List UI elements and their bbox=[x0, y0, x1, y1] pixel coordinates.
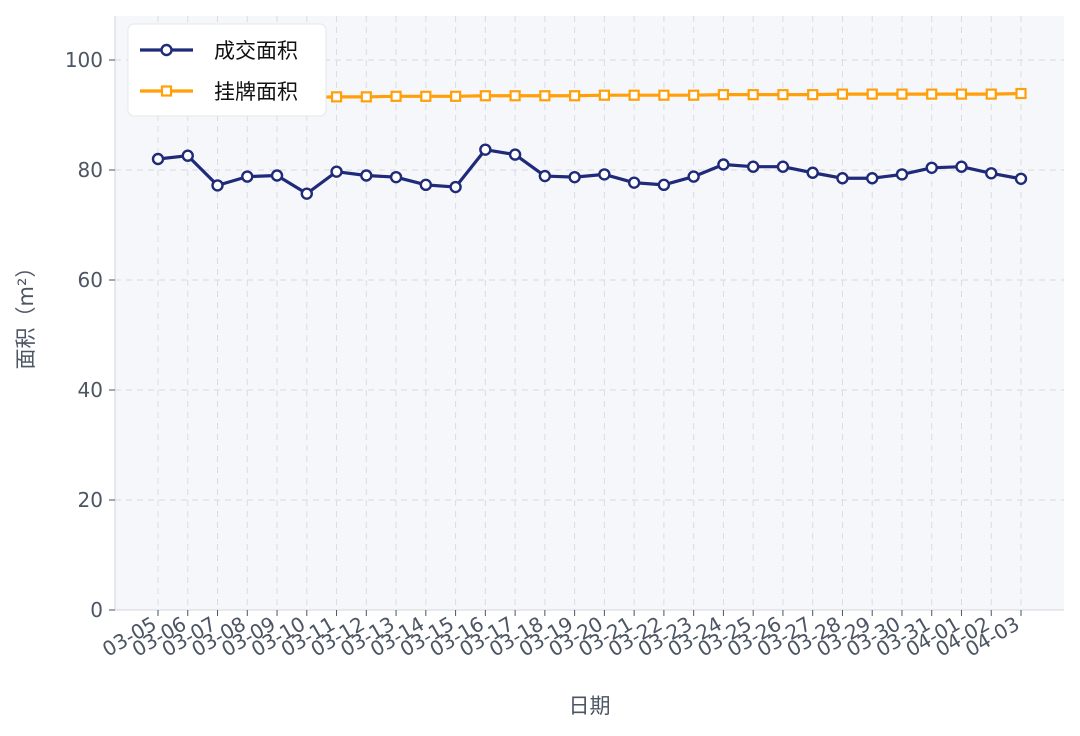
data-point bbox=[866, 88, 878, 100]
data-point bbox=[747, 89, 759, 101]
data-point bbox=[509, 90, 521, 102]
data-point bbox=[568, 170, 581, 184]
data-point bbox=[538, 169, 552, 183]
legend-item-transactions: 成交面积 bbox=[140, 39, 298, 63]
data-point bbox=[1014, 172, 1028, 186]
y-tick-label: 100 bbox=[65, 48, 103, 72]
data-point bbox=[449, 180, 462, 194]
data-point bbox=[569, 90, 581, 102]
legend-marker bbox=[160, 85, 173, 97]
legend-label: 挂牌面积 bbox=[214, 80, 298, 104]
legend-label: 成交面积 bbox=[214, 39, 298, 63]
y-tick-label: 60 bbox=[78, 268, 103, 292]
data-point bbox=[508, 148, 522, 161]
data-point bbox=[360, 169, 373, 182]
data-point bbox=[806, 166, 819, 179]
data-point bbox=[181, 149, 194, 162]
data-point bbox=[955, 160, 968, 173]
data-point bbox=[657, 178, 671, 192]
data-point bbox=[270, 169, 284, 182]
data-point bbox=[449, 90, 462, 102]
data-point bbox=[776, 160, 790, 173]
legend-box bbox=[127, 23, 327, 117]
data-point bbox=[598, 89, 610, 101]
series-transactions bbox=[151, 143, 1028, 200]
data-point bbox=[658, 89, 670, 101]
data-point bbox=[389, 170, 403, 184]
data-point bbox=[717, 89, 730, 101]
data-point bbox=[241, 170, 254, 183]
data-point bbox=[419, 178, 433, 192]
x-axis-title: 日期 bbox=[569, 694, 611, 718]
data-point bbox=[360, 91, 372, 103]
data-point bbox=[211, 179, 224, 192]
data-point bbox=[836, 172, 849, 185]
data-point bbox=[687, 170, 700, 183]
y-tick-label: 0 bbox=[90, 598, 103, 622]
data-point bbox=[955, 88, 968, 100]
data-point bbox=[390, 90, 402, 102]
data-point bbox=[300, 187, 313, 200]
data-point bbox=[866, 172, 879, 185]
legend-marker bbox=[160, 43, 173, 57]
data-point bbox=[777, 89, 789, 101]
y-tick-label: 80 bbox=[78, 158, 103, 182]
data-point bbox=[926, 88, 938, 100]
data-point bbox=[985, 167, 998, 180]
data-point bbox=[895, 168, 909, 181]
data-point bbox=[925, 161, 938, 175]
data-point bbox=[420, 90, 432, 102]
data-point bbox=[836, 88, 849, 100]
data-point bbox=[539, 90, 551, 102]
y-tick-label: 40 bbox=[78, 378, 103, 402]
data-point bbox=[151, 152, 165, 166]
data-point bbox=[807, 89, 819, 101]
data-point bbox=[688, 89, 700, 101]
data-point bbox=[628, 89, 640, 101]
y-tick-label: 20 bbox=[78, 488, 103, 512]
data-point bbox=[479, 143, 492, 156]
data-point bbox=[627, 176, 641, 189]
data-point bbox=[330, 91, 343, 103]
y-axis-title: 面积（m²） bbox=[14, 257, 38, 370]
data-point bbox=[896, 88, 908, 100]
data-point bbox=[717, 158, 730, 171]
data-point bbox=[985, 88, 997, 100]
data-point bbox=[1015, 87, 1027, 100]
legend-item-listings: 挂牌面积 bbox=[140, 80, 298, 104]
data-point bbox=[479, 90, 491, 102]
data-point bbox=[598, 168, 611, 181]
data-point bbox=[330, 165, 343, 178]
data-point bbox=[746, 160, 760, 173]
